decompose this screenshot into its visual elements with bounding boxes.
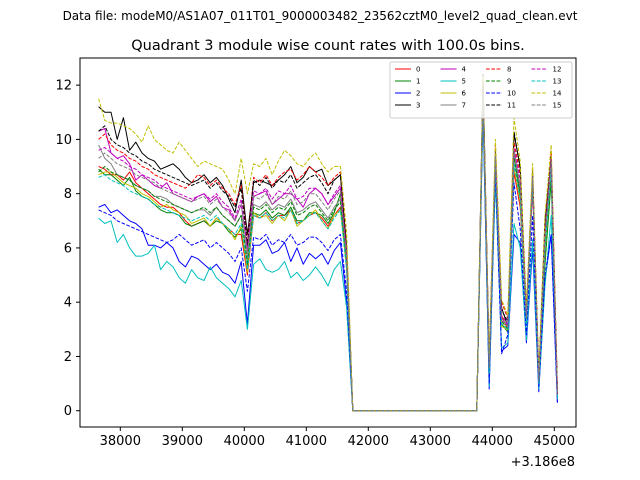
legend-label-11: 11 (507, 102, 516, 110)
legend-label-7: 7 (462, 102, 466, 110)
legend-label-5: 5 (462, 78, 466, 86)
legend-label-15: 15 (553, 102, 562, 110)
ticks-layer: 38000 39000 40000 41000 42000 43000 44000 45000… (55, 79, 575, 449)
legend-label-2: 2 (416, 90, 420, 98)
legend-label-3: 3 (416, 102, 420, 110)
axes-frame (79, 57, 577, 428)
legend-box (389, 61, 573, 119)
plot-layer (98, 73, 558, 412)
legend-label-9: 9 (507, 78, 511, 86)
legend-label-12: 12 (553, 66, 562, 74)
y-tick-label: 8 (64, 187, 72, 202)
x-tick-label: 39000 (162, 434, 203, 449)
legend-label-8: 8 (507, 66, 511, 74)
x-tick-label: 45000 (534, 434, 575, 449)
y-tick-label: 10 (55, 133, 72, 148)
figure-suptitle: Data file: modeM0/AS1A07_011T01_90000034… (63, 9, 578, 23)
x-tick-label: 38000 (100, 434, 141, 449)
legend-label-1: 1 (416, 78, 420, 86)
x-tick-label: 41000 (286, 434, 327, 449)
series-15-line (98, 87, 558, 412)
y-tick-label: 0 (64, 404, 72, 419)
chart-title: Quadrant 3 module wise count rates with … (131, 38, 525, 54)
x-offset-label: +3.186e8 (511, 455, 575, 470)
series-8-line (98, 84, 558, 412)
legend-label-6: 6 (462, 90, 467, 98)
legend-label-14: 14 (553, 90, 562, 98)
legend-label-13: 13 (553, 78, 562, 86)
x-tick-label: 42000 (348, 434, 389, 449)
legend-label-10: 10 (507, 90, 516, 98)
legend-label-0: 0 (416, 66, 420, 74)
series-14-line (98, 76, 558, 412)
legend-label-4: 4 (462, 66, 467, 74)
y-tick-label: 6 (64, 241, 72, 256)
y-tick-label: 4 (64, 296, 72, 311)
y-tick-label: 2 (64, 350, 72, 365)
x-tick-label: 43000 (410, 434, 451, 449)
y-tick-label: 12 (55, 79, 72, 94)
x-tick-label: 44000 (472, 434, 513, 449)
x-tick-label: 40000 (224, 434, 265, 449)
